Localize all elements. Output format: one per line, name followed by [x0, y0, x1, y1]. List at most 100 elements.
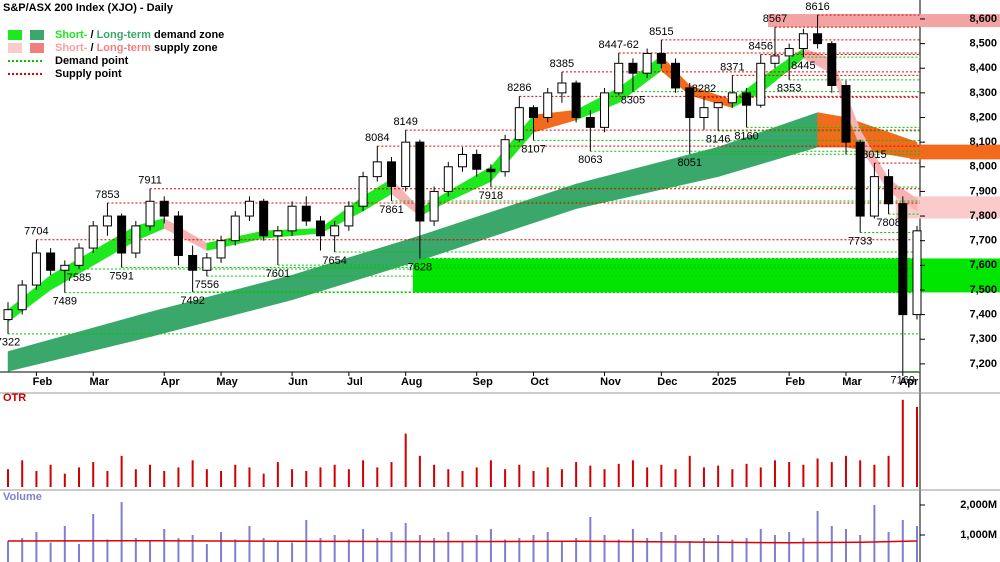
otr-bar — [319, 467, 322, 487]
candle-body — [656, 52, 666, 64]
price-label: 8051 — [678, 157, 702, 169]
price-label: 7489 — [53, 296, 77, 308]
otr-bar — [21, 460, 24, 487]
candle-body — [529, 107, 539, 119]
x-tick-label: Jun — [288, 376, 308, 388]
candle-body — [273, 230, 283, 237]
otr-bar — [532, 470, 535, 487]
zone — [895, 196, 1000, 219]
volume-bar — [35, 532, 38, 562]
otr-bar — [788, 462, 791, 487]
chart-title: S&P/ASX 200 Index (XJO) - Daily — [3, 2, 174, 14]
candle-body — [401, 141, 411, 187]
candle-body — [727, 92, 737, 104]
price-label: 7628 — [408, 261, 432, 273]
volume-bar — [475, 535, 478, 562]
volume-bar — [347, 539, 350, 562]
x-tick-label: Apr — [899, 376, 919, 388]
candle-body — [472, 153, 482, 170]
legend-text: Demand point — [55, 55, 129, 67]
legend-label: Supply point — [55, 68, 122, 80]
volume-bar — [276, 541, 279, 562]
candle-body — [628, 62, 638, 74]
volume-bar — [546, 532, 549, 562]
y-tick-label: 8,100 — [969, 136, 997, 148]
otr-bar — [688, 455, 691, 487]
volume-bar — [120, 502, 123, 562]
otr-bar — [404, 433, 407, 487]
candle-body — [898, 203, 908, 316]
otr-bar — [134, 469, 137, 487]
volume-bar — [873, 505, 876, 562]
otr-bar — [859, 460, 862, 487]
candle-body — [315, 220, 325, 237]
volume-bar — [106, 539, 109, 562]
price-label: 7911 — [138, 175, 162, 187]
candle-body — [798, 33, 808, 50]
y-tick-label: 8,600 — [969, 13, 997, 25]
candle-body — [74, 247, 84, 266]
otr-bar — [390, 462, 393, 487]
otr-bar — [717, 465, 720, 487]
legend-swatch — [30, 43, 44, 53]
price-label: 8567 — [763, 13, 787, 25]
zone — [910, 144, 1000, 160]
x-tick-label: Apr — [161, 376, 181, 388]
candle-body — [301, 205, 311, 222]
otr-bar — [631, 460, 634, 487]
price-label: 7169 — [891, 374, 915, 386]
x-tick-label: Sep — [473, 376, 493, 388]
candle-body — [344, 205, 354, 227]
volume-bar — [830, 526, 833, 562]
volume-bar — [674, 535, 677, 562]
otr-bar — [63, 473, 66, 487]
candle-body — [17, 284, 27, 311]
otr-bar — [163, 470, 166, 487]
volume-bar — [291, 542, 294, 562]
x-tick-label: Feb — [785, 376, 805, 388]
price-label: 7591 — [109, 270, 133, 282]
volume-bar — [916, 526, 918, 562]
volume-bar — [518, 538, 521, 562]
price-label: 8149 — [393, 116, 417, 128]
otr-bar — [504, 469, 507, 487]
y-tick-label: 7,300 — [969, 333, 997, 345]
price-label: 7733 — [848, 235, 872, 247]
y-tick-label: 8,000 — [969, 161, 997, 173]
price-label: 8146 — [706, 134, 730, 146]
legend-text: / — [87, 29, 96, 41]
volume-bar — [21, 538, 24, 562]
otr-bar — [106, 470, 109, 487]
volume-bar — [248, 526, 251, 562]
candle-body — [46, 252, 56, 271]
price-label: 7861 — [379, 204, 403, 216]
otr-bar — [759, 467, 762, 487]
otr-bar — [7, 469, 9, 487]
otr-bar — [901, 399, 904, 487]
x-tick-label: Aug — [401, 376, 422, 388]
volume-bar — [617, 539, 620, 562]
zone — [767, 14, 1000, 28]
x-tick-label: Jul — [347, 376, 363, 388]
price-label: 7601 — [266, 268, 290, 280]
candle-body — [713, 102, 723, 109]
otr-bar — [234, 464, 237, 487]
volume-bar — [78, 544, 81, 562]
candle-body — [372, 161, 382, 178]
otr-bar — [248, 467, 251, 487]
otr-bar — [702, 467, 705, 487]
candle-body — [884, 176, 894, 205]
zone — [412, 258, 1000, 293]
volume-bar — [802, 538, 805, 562]
panel-label: Volume — [3, 491, 42, 503]
otr-bar — [120, 455, 123, 487]
volume-bar — [234, 539, 237, 562]
otr-bar — [489, 460, 492, 487]
otr-bar — [92, 462, 95, 487]
candle-body — [671, 62, 681, 89]
volume-bar — [489, 529, 492, 562]
candle-body — [841, 84, 851, 143]
legend-text: / — [87, 42, 96, 54]
volume-bar — [63, 526, 66, 562]
candle-body — [543, 92, 553, 119]
